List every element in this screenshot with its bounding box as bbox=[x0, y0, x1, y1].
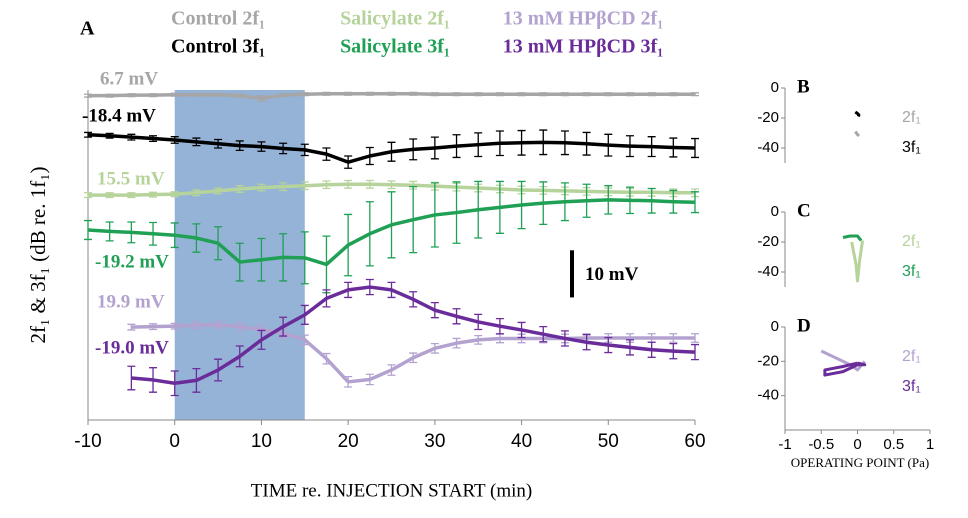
y-tick-label: -20 bbox=[757, 352, 779, 369]
series-line bbox=[88, 92, 695, 101]
y-tick-label: 0 bbox=[771, 203, 779, 220]
series-line bbox=[88, 182, 695, 197]
panel-label: A bbox=[80, 18, 95, 40]
trace-label: -19.0 mV bbox=[95, 337, 169, 358]
y-tick-label: 0 bbox=[771, 318, 779, 335]
legend-entry: 3f₁ bbox=[902, 139, 921, 156]
legend-entry: 2f₁ bbox=[902, 109, 921, 126]
y-tick-label: -40 bbox=[757, 263, 779, 280]
x-tick-label: 50 bbox=[598, 431, 619, 452]
scale-bar-label: 10 mV bbox=[585, 264, 639, 285]
x-tick-label: -0.5 bbox=[808, 436, 834, 453]
legend-entry: 2f₁ bbox=[902, 233, 921, 250]
trace-label: 19.9 mV bbox=[97, 291, 165, 312]
series-line bbox=[87, 133, 696, 164]
legend-entry: Salicylate 3f₁ bbox=[340, 36, 450, 58]
trace-label: -18.4 mV bbox=[82, 105, 156, 126]
y-tick-label: -20 bbox=[757, 109, 779, 126]
trace-label: 6.7 mV bbox=[100, 68, 158, 89]
series-line bbox=[131, 323, 695, 384]
trace-label: 15.5 mV bbox=[97, 168, 165, 189]
series-line bbox=[850, 240, 865, 283]
error-bar bbox=[127, 365, 136, 391]
series-line bbox=[823, 361, 867, 377]
x-tick-label: -1 bbox=[778, 436, 791, 453]
series-line bbox=[854, 130, 861, 138]
legend-entry: 13 mM HPβCD 3f₁ bbox=[503, 36, 663, 58]
x-tick-label: 0 bbox=[169, 431, 180, 452]
series-line bbox=[854, 110, 861, 118]
y-tick-label: 0 bbox=[771, 79, 779, 96]
y-tick-label: -40 bbox=[757, 139, 779, 156]
panel-label: C bbox=[797, 200, 811, 221]
legend-entry: Salicylate 2f₁ bbox=[340, 8, 450, 30]
series-line bbox=[131, 285, 696, 385]
panel-label: B bbox=[797, 76, 810, 97]
y-axis-title: 2f₁ & 3f₁ (dB re. 1f₁) bbox=[26, 166, 50, 343]
x-tick-label: -10 bbox=[74, 431, 101, 452]
trace-label: -19.2 mV bbox=[95, 251, 169, 272]
panel-label: D bbox=[797, 315, 811, 336]
legend-entry: 3f₁ bbox=[902, 378, 921, 395]
legend-entry: Control 2f₁ bbox=[171, 8, 265, 30]
x-tick-label: 0.5 bbox=[883, 436, 904, 453]
legend-entry: 2f₁ bbox=[902, 348, 921, 365]
x-tick-label: 10 bbox=[251, 431, 272, 452]
x-tick-label: 0 bbox=[853, 436, 861, 453]
series-line bbox=[842, 234, 863, 242]
x-tick-label: 60 bbox=[684, 431, 705, 452]
legend-entry: Control 3f₁ bbox=[171, 36, 265, 58]
legend-entry: 3f₁ bbox=[902, 263, 921, 280]
x-axis-title: OPERATING POINT (Pa) bbox=[791, 455, 929, 470]
y-tick-label: -20 bbox=[757, 233, 779, 250]
legend-entry: 13 mM HPβCD 2f₁ bbox=[503, 8, 663, 30]
error-bar bbox=[127, 323, 136, 331]
y-tick-label: -40 bbox=[757, 387, 779, 404]
x-tick-label: 30 bbox=[424, 431, 445, 452]
x-axis-title: TIME re. INJECTION START (min) bbox=[251, 480, 532, 501]
x-tick-label: 1 bbox=[926, 436, 934, 453]
x-tick-label: 20 bbox=[338, 431, 359, 452]
x-tick-label: 40 bbox=[511, 431, 532, 452]
series-line bbox=[87, 198, 696, 267]
